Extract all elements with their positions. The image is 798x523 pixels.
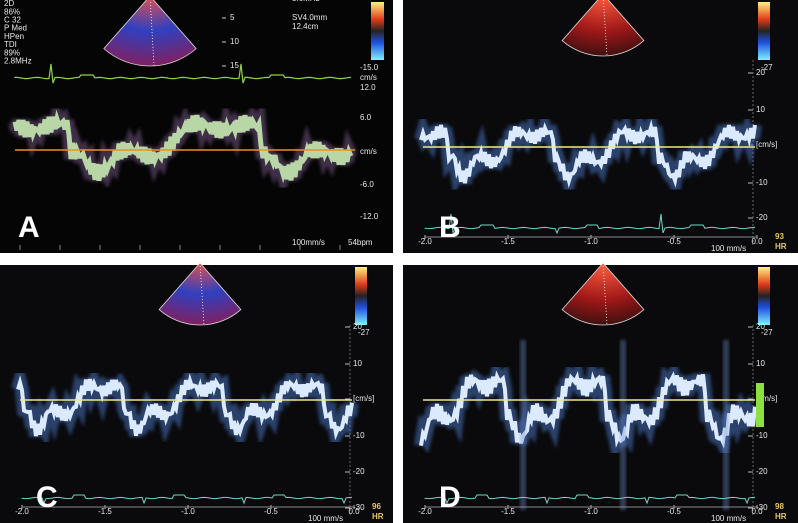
y-tick-label: [cm/s]	[756, 140, 777, 149]
x-tick-label: -0.5	[264, 507, 278, 516]
doppler-trace	[16, 373, 354, 441]
rate-unit: HR	[775, 512, 787, 521]
info-text: HPen	[4, 32, 24, 41]
rate-text: 93	[775, 232, 784, 241]
echo-sector	[103, 0, 197, 67]
y-tick-label: 20	[756, 322, 765, 331]
y-tick-label: -20	[756, 467, 768, 476]
y-tick-label: -20	[353, 467, 365, 476]
y-tick-label: -10	[756, 178, 768, 187]
sweep-text: 100mm/s	[292, 238, 325, 247]
scale-label: -6.0	[360, 180, 374, 189]
y-tick-label: -10	[756, 431, 768, 440]
marker-bar	[756, 383, 764, 427]
panel-label: A	[18, 211, 40, 244]
echo-sector	[561, 0, 645, 57]
sweep-text: 100 mm/s	[308, 514, 343, 523]
y-tick-label: 10	[353, 359, 362, 368]
x-tick-label: -1.0	[584, 237, 598, 246]
x-tick-label: 0.0	[348, 507, 360, 516]
x-tick-label: -0.5	[667, 237, 681, 246]
depth-label: 10	[230, 37, 239, 46]
sample-line	[199, 262, 205, 326]
color-bar	[371, 2, 384, 60]
ecg-trace	[21, 494, 352, 505]
echo-sector	[561, 262, 645, 326]
panel-label: D	[439, 481, 461, 514]
colorbar-min: -27	[761, 328, 773, 337]
y-tick-label: 20	[353, 322, 362, 331]
depth-label: 15	[230, 61, 239, 70]
y-tick-label: -20	[756, 213, 768, 222]
probe-text: 12.4cm	[292, 22, 319, 31]
panel-label: B	[439, 211, 461, 244]
y-tick-label: 20	[756, 68, 765, 77]
info-text: C 32	[4, 16, 21, 25]
x-tick-label: -2.0	[15, 507, 29, 516]
y-tick-label: 10	[756, 105, 765, 114]
x-tick-label: -1.5	[501, 237, 515, 246]
doppler-trace	[12, 109, 354, 184]
rate-unit: HR	[372, 512, 384, 521]
info-text: 2D	[4, 0, 14, 8]
ecg-trace	[424, 494, 755, 505]
y-tick-label: -30	[353, 503, 365, 512]
colorbar-min: -27	[761, 63, 773, 72]
panel-label: C	[36, 481, 58, 514]
scale-label: -15.0	[360, 63, 379, 72]
info-text: P Med	[4, 24, 27, 33]
depth-label: 5	[230, 13, 235, 22]
scale-label: 6.0	[360, 113, 372, 122]
x-tick-label: 0.0	[751, 507, 763, 516]
y-tick-label: 10	[756, 359, 765, 368]
doppler-streak	[520, 340, 526, 510]
probe-text: 3.6MHz	[292, 0, 320, 3]
scale-label: cm/s	[360, 147, 377, 156]
sample-line	[602, 262, 608, 326]
rate-text: 96	[372, 502, 381, 511]
y-tick-label: [cm/s]	[756, 394, 777, 403]
x-tick-label: -2.0	[418, 237, 432, 246]
doppler-streak	[620, 340, 626, 510]
x-tick-label: -0.5	[667, 507, 681, 516]
x-tick-label: -1.5	[501, 507, 515, 516]
x-tick-label: -1.0	[181, 507, 195, 516]
sweep-text: 100 mm/s	[711, 244, 746, 253]
doppler-trace	[419, 370, 757, 449]
info-text: 86%	[4, 7, 20, 16]
x-tick-label: -2.0	[418, 507, 432, 516]
info-text: 89%	[4, 48, 20, 57]
rate-text: 98	[775, 502, 784, 511]
x-tick-label: -1.5	[98, 507, 112, 516]
color-bar	[355, 267, 367, 325]
x-tick-label: 0.0	[751, 237, 763, 246]
scale-label: 12.0	[360, 83, 376, 92]
colorbar-min: -27	[358, 328, 370, 337]
echo-sector	[158, 262, 242, 326]
color-bar	[758, 267, 770, 325]
scale-label: cm/s	[360, 73, 377, 82]
scale-label: -12.0	[360, 212, 379, 221]
info-text: 2.8MHz	[4, 57, 32, 66]
sample-line	[602, 0, 608, 57]
doppler-streak	[723, 340, 729, 510]
rate-unit: HR	[775, 242, 787, 251]
y-tick-label: -10	[353, 431, 365, 440]
info-text: TDI	[4, 40, 17, 49]
probe-text: SV4.0mm	[292, 13, 327, 22]
y-tick-label: [cm/s]	[353, 394, 374, 403]
color-bar	[758, 2, 770, 60]
rate-text: 54bpm	[348, 238, 373, 247]
ecg-trace	[424, 213, 755, 235]
x-tick-label: -1.0	[584, 507, 598, 516]
y-tick-label: -30	[756, 503, 768, 512]
ecg-trace	[14, 63, 352, 84]
sweep-text: 100 mm/s	[711, 514, 746, 523]
doppler-trace	[419, 119, 757, 189]
